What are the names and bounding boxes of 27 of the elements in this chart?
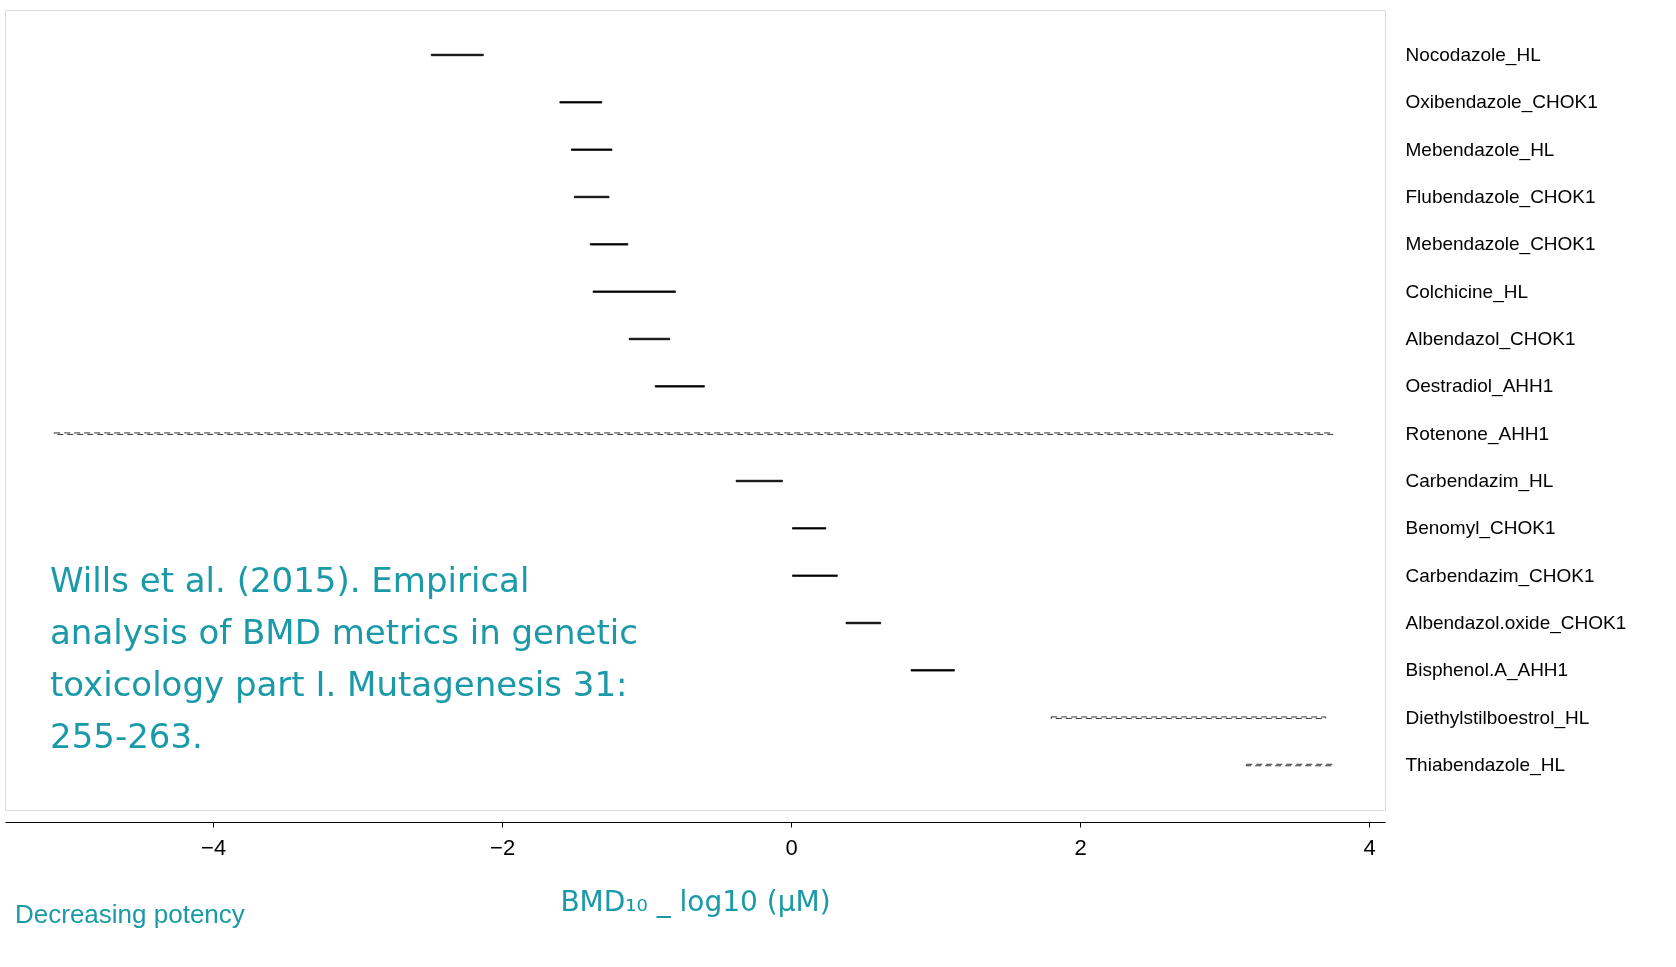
x-tick-label: 0	[785, 834, 798, 860]
y-tick-label: Rotenone_AHH1	[1405, 422, 1550, 445]
text: Decreasing potency	[15, 899, 245, 929]
x-axis-title: BMD₁₀ _ log10 (µM)	[560, 884, 831, 918]
y-tick-label: Albendazol.oxide_CHOK1	[1405, 612, 1627, 635]
annotation: Wills et al. (2015). Empirical analysis of BMD metrics in genetic toxicology part I. Mutagenesis 31: 255-263.	[50, 560, 638, 756]
y-tick-label: Oxibendazole_CHOK1	[1405, 91, 1598, 114]
x-tick-label: 4	[1363, 834, 1376, 860]
y-tick-label: Albendazol_CHOK1	[1405, 327, 1576, 350]
y-tick-label: Bisphenol.A_AHH1	[1405, 659, 1569, 682]
y-tick-label: Benomyl_CHOK1	[1405, 517, 1556, 540]
x-tick-label: −4	[201, 834, 227, 860]
y-tick-label: Oestradiol_AHH1	[1405, 375, 1554, 398]
y-tick-label: Mebendazole_HL	[1405, 138, 1555, 161]
bar	[1050, 716, 1327, 719]
bar	[53, 432, 1334, 435]
x-tick-label: 2	[1074, 834, 1087, 860]
y-tick-label: Diethylstilboestrol_HL	[1405, 706, 1590, 729]
y-tick-label: Colchicine_HL	[1405, 280, 1529, 303]
y-tick-label: Thiabendazole_HL	[1405, 754, 1566, 777]
y-tick-label: Carbendazim_HL	[1405, 470, 1554, 493]
y-tick-label: Mebendazole_CHOK1	[1405, 233, 1596, 256]
y-tick-label: Carbendazim_CHOK1	[1405, 564, 1595, 587]
y-tick-label: Nocodazole_HL	[1405, 43, 1541, 66]
x-tick-label: −2	[490, 834, 516, 860]
y-tick-label: Flubendazole_CHOK1	[1405, 185, 1596, 208]
bar	[1245, 763, 1334, 767]
